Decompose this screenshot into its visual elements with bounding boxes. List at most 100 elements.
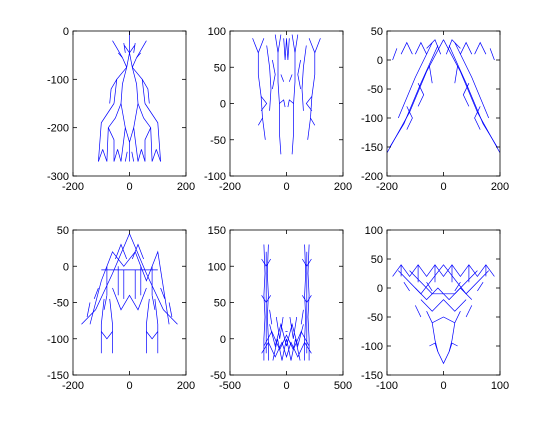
data-line <box>445 39 461 55</box>
series-1 <box>98 31 161 162</box>
y-tick-label: 0 <box>377 55 383 67</box>
data-line <box>115 243 128 260</box>
data-line <box>141 149 146 162</box>
data-line <box>124 127 130 162</box>
data-line <box>398 264 489 295</box>
data-line <box>300 309 304 325</box>
data-line <box>136 52 142 58</box>
subplot-3: -200 0 200 -200 -150 -100 -50 0 50 <box>361 26 509 193</box>
data-line <box>297 59 301 90</box>
x-tick-label: -500 <box>219 380 241 392</box>
data-line <box>429 342 439 352</box>
x-tick-label: 0 <box>440 380 446 392</box>
x-tick-label: -200 <box>219 181 241 193</box>
data-line <box>431 322 439 352</box>
y-tick-label: 50 <box>214 298 226 310</box>
x-tick-label: 200 <box>177 181 195 193</box>
series-1 <box>261 244 312 361</box>
data-line <box>124 151 128 162</box>
data-line <box>112 287 147 311</box>
data-line <box>109 79 118 104</box>
data-line <box>261 295 271 304</box>
data-line <box>414 41 427 55</box>
data-line <box>291 34 299 53</box>
data-line <box>307 52 316 140</box>
data-line <box>129 52 139 104</box>
data-line <box>448 45 498 148</box>
y-tick-label: 0 <box>377 283 383 295</box>
data-line <box>414 305 422 318</box>
data-line <box>310 117 316 126</box>
data-line <box>100 298 105 354</box>
x-tick-label: -200 <box>62 380 84 392</box>
series-1 <box>252 34 321 155</box>
data-line <box>123 43 126 53</box>
data-line <box>269 322 304 348</box>
y-tick-label: -100 <box>47 74 69 86</box>
data-line <box>389 45 439 148</box>
data-line <box>437 351 450 365</box>
y-tick-label: 100 <box>208 261 226 273</box>
data-line <box>403 282 410 292</box>
data-line <box>98 149 104 162</box>
data-line <box>98 103 115 162</box>
y-tick-label: -150 <box>361 142 383 154</box>
data-line <box>415 287 473 301</box>
data-line <box>454 65 458 84</box>
data-line <box>102 149 108 162</box>
data-line <box>154 298 159 354</box>
y-tick-label: 0 <box>63 26 69 38</box>
y-tick-label: 0 <box>220 99 226 111</box>
y-tick-label: -100 <box>204 171 226 183</box>
x-tick-label: -100 <box>376 380 398 392</box>
plot-area <box>387 39 500 153</box>
y-tick-label: -150 <box>47 370 69 382</box>
data-line <box>409 270 478 295</box>
y-tick-label: 0 <box>220 334 226 346</box>
y-tick-label: -50 <box>210 370 226 382</box>
series-1 <box>392 264 495 365</box>
y-tick-label: -50 <box>367 312 383 324</box>
y-tick-label: -50 <box>53 298 69 310</box>
data-line <box>257 117 263 126</box>
plot-area <box>98 31 161 162</box>
x-tick-label: -200 <box>376 181 398 193</box>
subplot-2: -200 0 200 -100 -50 0 50 100 <box>204 26 352 193</box>
data-line <box>113 149 118 162</box>
data-line <box>86 302 91 318</box>
y-tick-label: 50 <box>57 225 69 237</box>
data-line <box>460 41 473 55</box>
data-line <box>474 106 481 130</box>
data-line <box>269 309 273 325</box>
y-tick-label: -50 <box>210 135 226 147</box>
data-line <box>124 45 130 54</box>
x-tick-label: 500 <box>334 380 352 392</box>
y-tick-label: 50 <box>371 254 383 266</box>
data-line <box>454 282 461 292</box>
data-line <box>103 295 108 310</box>
y-tick-label: 0 <box>63 261 69 273</box>
y-tick-label: -300 <box>47 171 69 183</box>
data-line <box>283 38 290 61</box>
y-tick-label: 150 <box>208 225 226 237</box>
data-line <box>289 316 298 339</box>
data-line <box>107 127 115 162</box>
data-line <box>113 67 127 104</box>
data-line <box>426 311 461 324</box>
x-tick-label: 0 <box>283 181 289 193</box>
x-tick-label: 100 <box>491 380 509 392</box>
data-line <box>280 74 285 82</box>
data-line <box>301 45 307 111</box>
data-line <box>400 41 413 55</box>
data-line <box>129 233 178 325</box>
data-line <box>275 316 284 339</box>
data-line <box>474 41 487 55</box>
data-line <box>131 40 147 68</box>
x-tick-label: 200 <box>491 181 509 193</box>
data-line <box>133 43 136 53</box>
data-line <box>106 103 122 162</box>
x-tick-label: 200 <box>334 181 352 193</box>
y-tick-label: 100 <box>365 225 383 237</box>
data-line <box>272 338 301 361</box>
